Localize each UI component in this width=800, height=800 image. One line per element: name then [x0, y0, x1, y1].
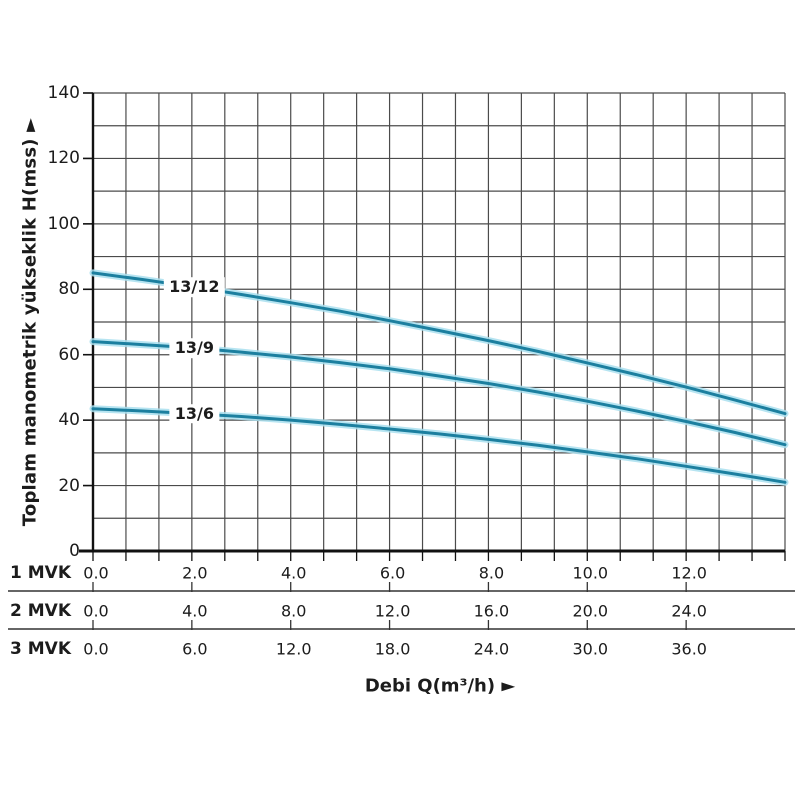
x-tick-label: 30.0 [572, 639, 609, 659]
x-axis-row-label: 2 MVK [10, 601, 71, 621]
x-axis-row-label: 3 MVK [10, 639, 71, 659]
y-tick-label: 60 [58, 344, 80, 365]
y-tick-label: 20 [58, 475, 80, 496]
x-tick-label: 24.0 [473, 639, 510, 659]
x-tick-label: 2.0 [182, 563, 208, 583]
x-tick-label: 6.0 [182, 639, 208, 659]
x-tick-label: 16.0 [473, 601, 510, 621]
x-tick-label: 18.0 [374, 639, 411, 659]
curve-label: 13/12 [164, 277, 225, 297]
x-tick-label: 8.0 [280, 601, 307, 621]
x-tick-label: 0.0 [83, 563, 109, 583]
x-tick-label: 24.0 [671, 601, 707, 621]
y-axis-title: Toplam manometrik yükseklik H(mss) ► [19, 117, 41, 527]
y-tick-label: 140 [47, 83, 80, 103]
x-tick-label: 12.0 [374, 601, 411, 621]
x-tick-label: 20.0 [572, 601, 609, 621]
x-tick-label: 0.0 [83, 639, 109, 659]
y-tick-label: 40 [58, 410, 80, 431]
x-axis-title: Debi Q(m³/h) ► [364, 675, 516, 697]
x-tick-label: 4.0 [280, 563, 307, 583]
x-tick-label: 36.0 [671, 639, 707, 659]
curve-label: 13/9 [169, 338, 219, 358]
x-tick-label: 12.0 [671, 563, 707, 583]
curve-label: 13/6 [169, 403, 219, 424]
y-tick-label: 100 [47, 213, 80, 234]
x-tick-label: 10.0 [572, 563, 609, 583]
x-tick-label: 12.0 [275, 639, 312, 659]
y-tick-label: 80 [58, 279, 80, 300]
x-tick-label: 8.0 [478, 563, 505, 583]
x-tick-label: 4.0 [182, 601, 208, 621]
x-axis-row-label: 1 MVK [10, 563, 71, 583]
y-tick-label: 0 [69, 541, 80, 561]
x-tick-label: 0.0 [83, 601, 109, 621]
y-tick-label: 120 [47, 148, 80, 169]
x-tick-label: 6.0 [379, 563, 406, 583]
